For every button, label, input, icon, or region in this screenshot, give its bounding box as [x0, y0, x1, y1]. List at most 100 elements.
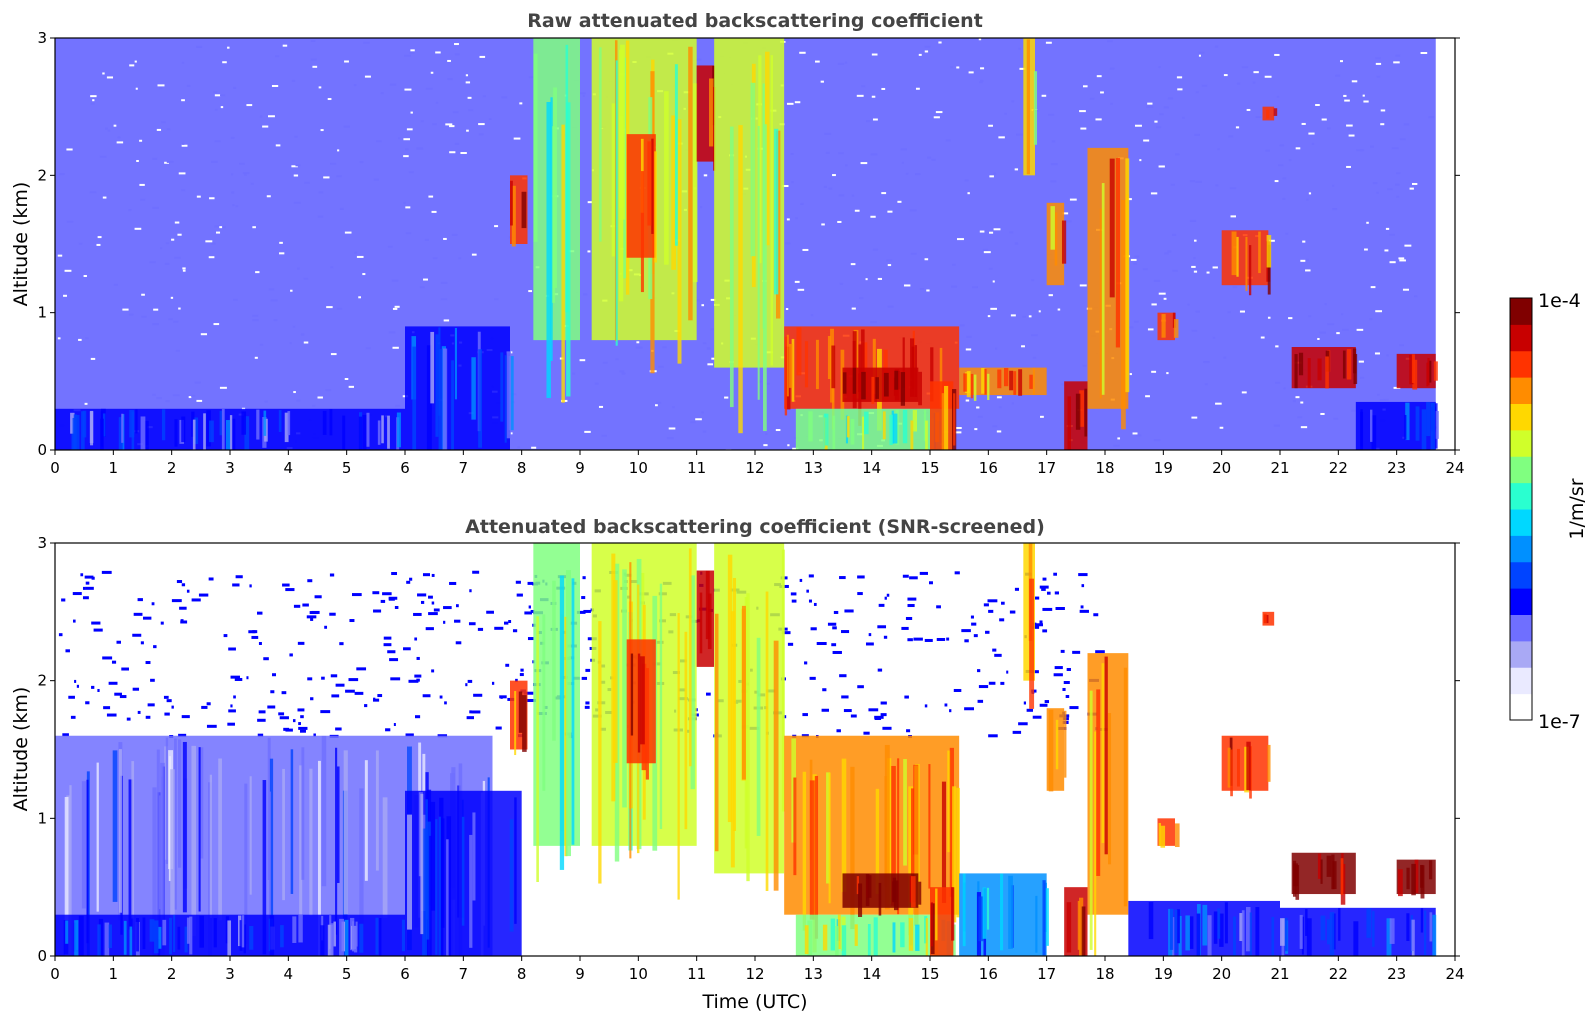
- noise-speck: [851, 194, 855, 197]
- backscatter-streak: [73, 414, 77, 450]
- backscatter-streak: [287, 411, 291, 436]
- noise-speck: [884, 596, 887, 600]
- noise-speck: [171, 238, 175, 241]
- noise-speck: [73, 619, 76, 623]
- backscatter-streak: [1426, 402, 1431, 437]
- backscatter-streak: [1414, 859, 1419, 893]
- noise-speck: [231, 173, 234, 176]
- backscatter-streak: [65, 920, 69, 944]
- noise-speck: [508, 620, 512, 624]
- noise-speck: [946, 637, 950, 641]
- noise-speck: [323, 176, 330, 179]
- bottom-panel-title: Attenuated backscattering coefficient (S…: [465, 516, 1045, 538]
- noise-speck: [289, 653, 293, 657]
- noise-speck: [343, 125, 350, 128]
- noise-speck: [1283, 387, 1286, 390]
- noise-speck: [901, 161, 904, 164]
- x-tick-label: 5: [342, 459, 352, 477]
- noise-speck: [1130, 258, 1137, 261]
- backscatter-streak: [336, 766, 340, 884]
- noise-speck: [865, 642, 874, 646]
- backscatter-streak: [953, 393, 956, 446]
- backscatter-streak: [1174, 823, 1180, 848]
- noise-speck: [389, 83, 397, 86]
- noise-speck: [363, 41, 370, 44]
- backscatter-streak: [263, 410, 267, 436]
- noise-speck: [821, 223, 825, 226]
- backscatter-streak: [619, 115, 624, 302]
- noise-speck: [523, 691, 534, 695]
- noise-speck: [359, 161, 364, 164]
- noise-speck: [907, 597, 917, 601]
- backscatter-streak: [108, 924, 112, 949]
- noise-speck: [432, 257, 438, 260]
- noise-speck: [1014, 242, 1019, 245]
- noise-speck: [430, 71, 434, 74]
- noise-speck: [1302, 240, 1306, 243]
- backscatter-streak: [947, 750, 952, 853]
- backscatter-streak: [1340, 858, 1344, 895]
- noise-speck: [857, 592, 863, 596]
- backscatter-streak: [1435, 411, 1439, 439]
- noise-speck: [1384, 249, 1389, 252]
- noise-speck: [906, 729, 911, 733]
- backscatter-streak: [401, 919, 406, 952]
- noise-speck: [996, 396, 1002, 399]
- backscatter-streak: [521, 191, 527, 229]
- noise-speck: [445, 123, 453, 126]
- backscatter-streak: [858, 373, 861, 392]
- backscatter-streak: [184, 926, 188, 953]
- backscatter-streak: [269, 915, 275, 956]
- backscatter-streak: [74, 920, 79, 956]
- backscatter-streak: [911, 876, 916, 908]
- noise-speck: [999, 618, 1005, 622]
- noise-speck: [135, 87, 138, 90]
- noise-speck: [312, 404, 316, 407]
- backscatter-streak: [1096, 689, 1101, 876]
- noise-speck: [860, 162, 868, 165]
- backscatter-streak: [978, 896, 984, 942]
- noise-speck: [1195, 91, 1199, 94]
- noise-speck: [145, 715, 151, 719]
- backscatter-streak: [1148, 902, 1154, 940]
- backscatter-streak: [615, 60, 618, 346]
- noise-speck: [989, 231, 994, 234]
- noise-speck: [440, 281, 448, 284]
- noise-speck: [824, 132, 832, 135]
- noise-speck: [825, 151, 830, 154]
- noise-speck: [1228, 135, 1234, 138]
- backscatter-streak: [422, 828, 427, 956]
- noise-speck: [279, 241, 283, 244]
- noise-speck: [428, 595, 433, 599]
- noise-speck: [1195, 310, 1201, 313]
- noise-speck: [795, 217, 798, 220]
- backscatter-streak: [322, 410, 327, 435]
- noise-speck: [291, 165, 298, 168]
- backscatter-streak: [786, 334, 789, 397]
- noise-speck: [528, 605, 531, 609]
- noise-speck: [1011, 100, 1015, 103]
- noise-speck: [312, 65, 318, 68]
- noise-speck: [1396, 195, 1400, 198]
- noise-speck: [285, 588, 295, 592]
- noise-speck: [998, 136, 1005, 139]
- backscatter-streak: [630, 653, 634, 736]
- noise-speck: [1402, 288, 1409, 291]
- backscatter-streak: [1424, 910, 1427, 956]
- noise-speck: [233, 86, 237, 89]
- backscatter-streak: [1409, 354, 1414, 385]
- bottom-panel: Attenuated backscattering coefficient (S…: [10, 516, 1465, 1013]
- y-tick-label: 0: [37, 947, 47, 965]
- backscatter-streak: [1108, 713, 1112, 865]
- noise-speck: [1246, 108, 1251, 111]
- backscatter-streak: [90, 410, 94, 446]
- backscatter-streak: [1266, 235, 1272, 268]
- x-tick-label: 6: [400, 965, 410, 983]
- noise-speck: [191, 598, 201, 602]
- y-tick-label: 3: [37, 29, 47, 47]
- noise-speck: [528, 76, 535, 79]
- noise-speck: [1010, 314, 1016, 317]
- backscatter-streak: [425, 821, 431, 940]
- noise-speck: [304, 181, 310, 184]
- noise-speck: [85, 581, 90, 585]
